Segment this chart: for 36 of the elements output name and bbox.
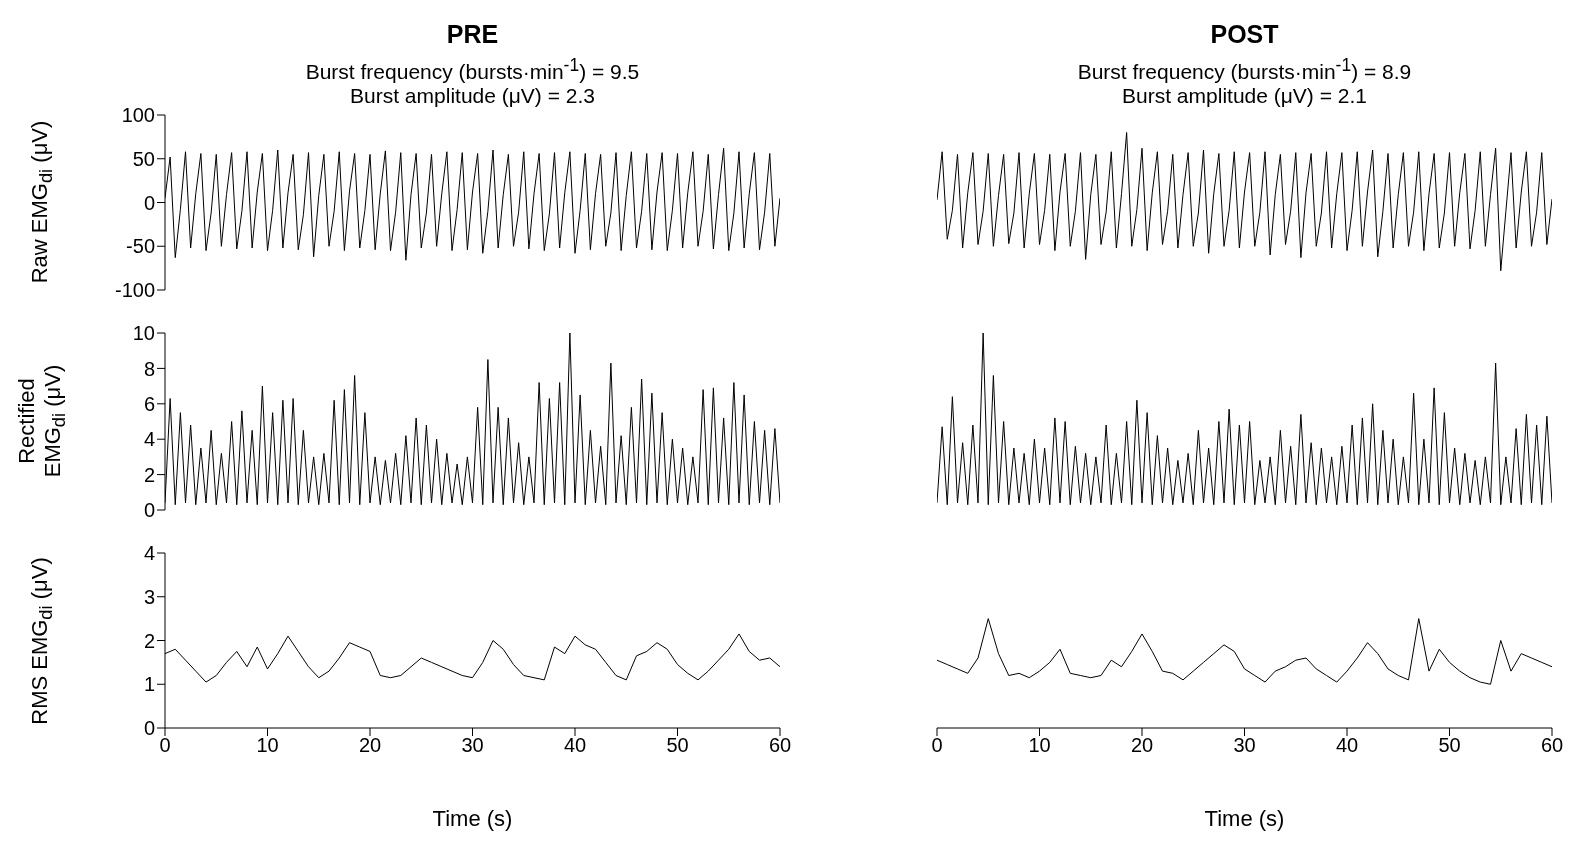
x-tick-label: 10 <box>1028 734 1051 757</box>
y-tick-label: -50 <box>126 235 155 258</box>
y-tick-label: 10 <box>132 322 155 345</box>
chart-title: PRE <box>445 20 500 49</box>
y-tick-label: -100 <box>114 279 155 302</box>
x-tick-label: 20 <box>1130 734 1154 757</box>
x-tick-label: 50 <box>1438 734 1461 757</box>
y-tick-label: 100 <box>121 104 155 127</box>
chart-title: POST <box>1209 20 1280 49</box>
y-tick-label: 4 <box>143 428 155 451</box>
y-tick-label: 4 <box>143 542 155 565</box>
x-tick-label: 0 <box>931 734 943 757</box>
y-tick-label: 2 <box>143 629 155 652</box>
y-tick-label: 2 <box>143 463 155 486</box>
x-tick-label: 10 <box>256 734 279 757</box>
y-tick-label: 50 <box>132 147 155 170</box>
x-axis-title: Time (s) <box>1203 806 1286 832</box>
x-tick-label: 30 <box>461 734 484 757</box>
chart-subtitle: Burst frequency (bursts·min$^{-1}$) = 9.5 Burst amplitude (μV) = 2.3 <box>304 54 641 108</box>
y-tick-label: 3 <box>143 585 155 608</box>
x-tick-label: 60 <box>768 734 792 757</box>
y-tick-label: 6 <box>143 392 155 415</box>
chart-subtitle: Burst frequency (bursts·min$^{-1}$) = 8.9 Burst amplitude (μV) = 2.1 <box>1076 54 1413 108</box>
x-tick-label: 40 <box>1335 734 1359 757</box>
x-tick-label: 40 <box>563 734 587 757</box>
y-tick-label: 0 <box>143 499 155 522</box>
y-tick-label: 8 <box>143 357 155 380</box>
y-tick-label: 0 <box>143 191 155 214</box>
y-tick-label: 1 <box>143 673 155 696</box>
x-tick-label: 20 <box>358 734 382 757</box>
x-tick-label: 50 <box>666 734 689 757</box>
x-tick-label: 30 <box>1233 734 1256 757</box>
x-tick-label: 60 <box>1540 734 1564 757</box>
x-axis-title: Time (s) <box>431 806 514 832</box>
y-tick-label: 0 <box>143 717 155 740</box>
x-tick-label: 0 <box>159 734 171 757</box>
